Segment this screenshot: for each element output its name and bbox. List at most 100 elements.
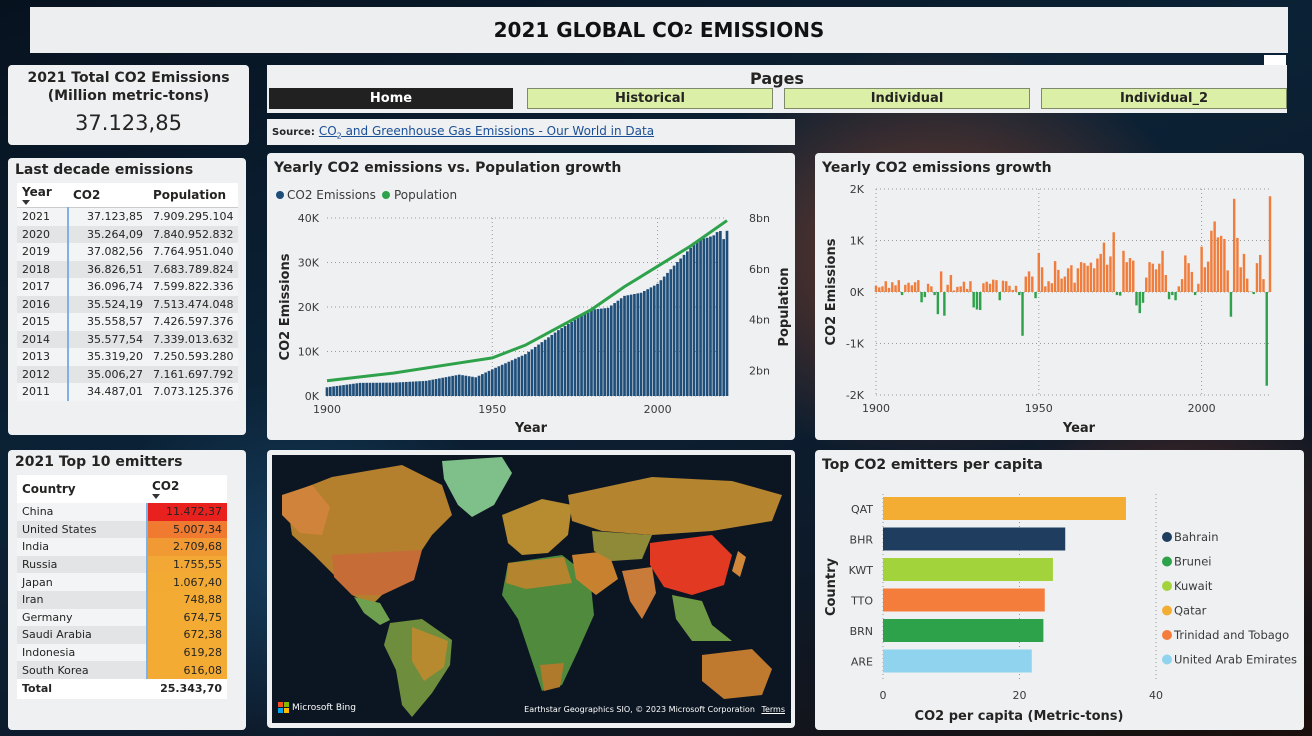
per-capita-bar[interactable] bbox=[883, 619, 1044, 642]
co2-bar[interactable] bbox=[500, 364, 504, 396]
world-map[interactable]: Microsoft Bing Earthstar Geographics SIO… bbox=[272, 455, 791, 723]
nav-button-individual-2[interactable]: Individual_2 bbox=[1041, 88, 1287, 109]
co2-bar[interactable] bbox=[547, 337, 550, 396]
map-terms-link[interactable]: Terms bbox=[761, 705, 785, 714]
growth-bar[interactable] bbox=[1177, 286, 1181, 292]
co2-bar[interactable] bbox=[401, 382, 405, 396]
table-row[interactable]: Indonesia 619,28 bbox=[17, 643, 227, 662]
growth-bar[interactable] bbox=[894, 285, 897, 292]
growth-bar[interactable] bbox=[1268, 196, 1272, 292]
per-capita-bar[interactable] bbox=[883, 649, 1032, 673]
col-header-year[interactable]: Year bbox=[17, 183, 68, 208]
growth-bar[interactable] bbox=[1226, 270, 1229, 292]
growth-bar[interactable] bbox=[1109, 256, 1112, 292]
growth-bar[interactable] bbox=[1027, 271, 1031, 292]
co2-bar[interactable] bbox=[487, 370, 491, 396]
growth-bar[interactable] bbox=[946, 284, 949, 292]
growth-bar[interactable] bbox=[978, 292, 982, 311]
table-row[interactable]: South Korea 616,08 bbox=[17, 661, 227, 679]
growth-bar[interactable] bbox=[939, 271, 943, 292]
co2-bar[interactable] bbox=[699, 238, 702, 396]
co2-bar[interactable] bbox=[385, 382, 388, 396]
growth-bar[interactable] bbox=[1008, 285, 1011, 292]
co2-bar[interactable] bbox=[454, 375, 458, 396]
col-header-co2-top10[interactable]: CO2 bbox=[147, 475, 227, 503]
co2-bar[interactable] bbox=[586, 311, 590, 396]
table-row[interactable]: Germany 674,75 bbox=[17, 608, 227, 627]
co2-bar[interactable] bbox=[355, 383, 359, 396]
growth-bar[interactable] bbox=[1079, 262, 1083, 292]
growth-bar[interactable] bbox=[1252, 292, 1255, 295]
co2-bar[interactable] bbox=[461, 375, 464, 396]
growth-bar[interactable] bbox=[923, 292, 927, 298]
growth-bar[interactable] bbox=[1018, 292, 1021, 296]
co2-bar[interactable] bbox=[342, 385, 345, 396]
growth-bar[interactable] bbox=[1105, 264, 1109, 292]
growth-bar[interactable] bbox=[1145, 277, 1148, 292]
growth-bar[interactable] bbox=[1122, 250, 1125, 292]
growth-bar[interactable] bbox=[1011, 289, 1014, 292]
growth-bar[interactable] bbox=[1014, 285, 1018, 292]
table-row[interactable]: 2017 36.096,74 7.599.822.336 bbox=[17, 278, 239, 296]
table-row[interactable]: 2016 35.524,19 7.513.474.048 bbox=[17, 295, 239, 313]
growth-bar[interactable] bbox=[1161, 250, 1164, 292]
co2-bar[interactable] bbox=[332, 386, 335, 396]
table-row[interactable]: Russia 1.755,55 bbox=[17, 555, 227, 574]
co2-bar[interactable] bbox=[639, 292, 643, 396]
growth-bar[interactable] bbox=[1005, 281, 1008, 292]
co2-bar[interactable] bbox=[447, 376, 451, 396]
growth-bar[interactable] bbox=[1259, 254, 1262, 292]
growth-bar[interactable] bbox=[1128, 258, 1132, 292]
growth-bar[interactable] bbox=[1073, 282, 1076, 292]
growth-bar[interactable] bbox=[988, 283, 992, 292]
co2-bar[interactable] bbox=[507, 361, 511, 396]
co2-bar[interactable] bbox=[576, 317, 580, 396]
co2-bar[interactable] bbox=[444, 377, 448, 396]
co2-bar[interactable] bbox=[600, 308, 603, 396]
co2-bar[interactable] bbox=[497, 366, 501, 396]
growth-bar[interactable] bbox=[1063, 276, 1067, 292]
growth-bar[interactable] bbox=[1249, 291, 1252, 292]
growth-bar[interactable] bbox=[1203, 267, 1207, 292]
col-header-country[interactable]: Country bbox=[17, 475, 147, 503]
growth-bar[interactable] bbox=[910, 285, 914, 292]
co2-bar[interactable] bbox=[438, 378, 441, 396]
co2-bar[interactable] bbox=[338, 385, 342, 396]
growth-bar[interactable] bbox=[972, 292, 975, 308]
co2-bar[interactable] bbox=[510, 360, 514, 396]
growth-bar[interactable] bbox=[1115, 292, 1119, 296]
growth-bar[interactable] bbox=[933, 292, 936, 296]
per-capita-bar[interactable] bbox=[883, 558, 1053, 581]
growth-bar[interactable] bbox=[1057, 269, 1060, 292]
co2-bar[interactable] bbox=[411, 381, 415, 396]
growth-bar[interactable] bbox=[1255, 263, 1259, 292]
growth-bar[interactable] bbox=[1132, 260, 1135, 292]
growth-bar[interactable] bbox=[1200, 246, 1203, 292]
co2-bar[interactable] bbox=[378, 382, 382, 396]
co2-bar[interactable] bbox=[669, 269, 673, 396]
growth-bar[interactable] bbox=[1135, 292, 1138, 306]
co2-bar[interactable] bbox=[725, 230, 729, 396]
co2-bar[interactable] bbox=[533, 346, 537, 396]
growth-bar[interactable] bbox=[926, 283, 930, 292]
co2-bar[interactable] bbox=[490, 369, 494, 396]
source-link[interactable]: CO2 and Greenhouse Gas Emissions - Our W… bbox=[319, 124, 654, 140]
growth-bar[interactable] bbox=[887, 287, 891, 292]
co2-bar[interactable] bbox=[553, 332, 557, 396]
nav-button-historical[interactable]: Historical bbox=[527, 88, 773, 109]
growth-bar[interactable] bbox=[995, 280, 998, 292]
co2-bar[interactable] bbox=[345, 384, 349, 396]
growth-bar[interactable] bbox=[881, 286, 884, 292]
growth-bar[interactable] bbox=[959, 286, 962, 292]
co2-bar[interactable] bbox=[633, 294, 636, 396]
co2-bar[interactable] bbox=[381, 382, 385, 396]
co2-bar[interactable] bbox=[520, 355, 524, 396]
co2-bar[interactable] bbox=[358, 382, 362, 396]
col-header-co2[interactable]: CO2 bbox=[68, 183, 148, 208]
co2-bar[interactable] bbox=[398, 382, 402, 396]
growth-bar[interactable] bbox=[1096, 258, 1099, 292]
table-row[interactable]: 2015 35.558,57 7.426.597.376 bbox=[17, 313, 239, 331]
co2-bar[interactable] bbox=[527, 351, 530, 396]
growth-bar[interactable] bbox=[1092, 268, 1096, 292]
growth-bar[interactable] bbox=[1193, 292, 1197, 296]
